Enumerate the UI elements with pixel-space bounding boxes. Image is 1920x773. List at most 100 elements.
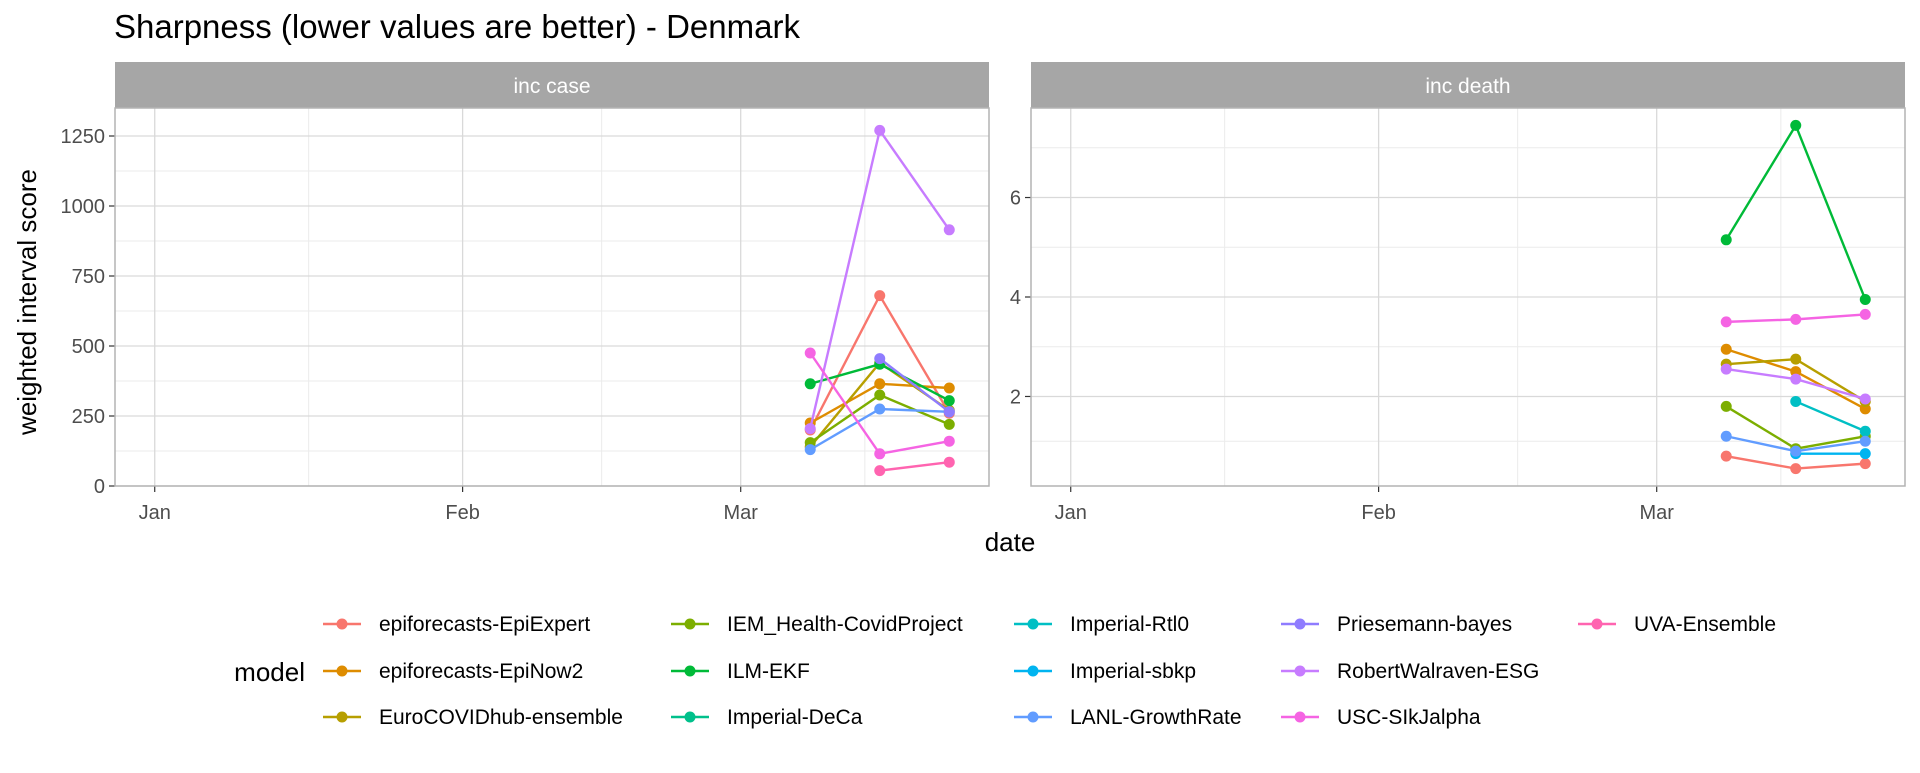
- facet-strip-label: inc death: [1425, 75, 1510, 98]
- data-point: [943, 395, 955, 407]
- legend-key-point: [1294, 711, 1306, 723]
- data-point: [1720, 343, 1732, 355]
- series-epiforecasts-EpiExpert: [1720, 450, 1871, 475]
- data-point: [1859, 293, 1871, 305]
- series-line: [879, 357, 951, 413]
- data-point: [1790, 119, 1802, 131]
- legend-label: ILM-EKF: [727, 660, 810, 683]
- legend-item: ILM-EKF: [671, 660, 810, 683]
- x-tick-label: Jan: [1055, 502, 1087, 524]
- legend-key-point: [1027, 618, 1039, 630]
- legend-label: Imperial-Rtl0: [1070, 613, 1189, 636]
- y-tick-label: 6: [1010, 188, 1021, 210]
- data-point: [1790, 445, 1802, 457]
- panel-border: [114, 107, 990, 487]
- series-Priesemann-bayes: [874, 353, 955, 418]
- series-line: [879, 461, 950, 472]
- data-point: [1859, 308, 1871, 320]
- data-point: [943, 406, 955, 418]
- legend-item: Imperial-DeCa: [671, 706, 863, 729]
- data-point: [943, 456, 955, 468]
- data-point: [943, 382, 955, 394]
- legend-item: Imperial-Rtl0: [1014, 613, 1189, 636]
- legend-item: EuroCOVIDhub-ensemble: [323, 706, 623, 729]
- data-point: [804, 444, 816, 456]
- series-ILM-EKF: [1720, 119, 1871, 305]
- panel-inc-case: inc case 0 250 500 750 1000 1250 Jan Feb Mar: [61, 62, 990, 524]
- data-point: [1720, 316, 1732, 328]
- plot-area: [115, 108, 989, 486]
- legend-label: epiforecasts-EpiNow2: [379, 660, 583, 683]
- legend-item: epiforecasts-EpiExpert: [323, 613, 590, 636]
- legend-key-point: [684, 618, 696, 630]
- legend-label: USC-SIkJalpha: [1337, 706, 1481, 729]
- data-point: [804, 347, 816, 359]
- series-line: [1795, 400, 1866, 433]
- data-point: [1859, 458, 1871, 470]
- legend-label: Imperial-sbkp: [1070, 660, 1196, 683]
- data-point: [874, 353, 886, 365]
- legend-key-point: [336, 665, 348, 677]
- legend-item: USC-SIkJalpha: [1281, 706, 1481, 729]
- data-point: [1859, 393, 1871, 405]
- data-point: [1859, 448, 1871, 460]
- data-point: [943, 224, 955, 236]
- y-tick-label: 0: [94, 476, 105, 498]
- panel-inc-death: inc death 2 4 6 Jan Feb Mar: [1010, 62, 1906, 524]
- y-tick-label: 1250: [61, 126, 106, 148]
- legend-key-point: [1027, 665, 1039, 677]
- x-tick-label: Mar: [1639, 502, 1674, 524]
- data-point: [874, 389, 886, 401]
- legend-key-point: [684, 711, 696, 723]
- data-point: [943, 435, 955, 447]
- y-tick-label: 250: [72, 406, 105, 428]
- data-point: [804, 378, 816, 390]
- data-point: [1859, 435, 1871, 447]
- legend-key-point: [1027, 711, 1039, 723]
- data-point: [804, 423, 816, 435]
- chart-title: Sharpness (lower values are better) - De…: [114, 8, 800, 45]
- data-point: [874, 448, 886, 460]
- legend-label: RobertWalraven-ESG: [1337, 660, 1539, 683]
- legend-label: EuroCOVIDhub-ensemble: [379, 706, 623, 729]
- y-tick-label: 1000: [61, 196, 106, 218]
- legend-label: Imperial-DeCa: [727, 706, 863, 729]
- series-RobertWalraven-ESG: [804, 124, 955, 435]
- legend-key-point: [1294, 665, 1306, 677]
- legend-item: epiforecasts-EpiNow2: [323, 660, 583, 683]
- data-point: [1720, 430, 1732, 442]
- x-tick-label: Mar: [723, 502, 758, 524]
- data-point: [1790, 373, 1802, 385]
- y-tick-label: 750: [72, 266, 105, 288]
- x-tick-label: Feb: [1361, 502, 1395, 524]
- legend-title: model: [234, 657, 305, 687]
- data-point: [1720, 363, 1732, 375]
- facet-strip: [115, 62, 989, 108]
- facet-strip: [1031, 62, 1905, 108]
- legend-key-point: [1294, 618, 1306, 630]
- data-point: [874, 465, 886, 477]
- legend-item: Priesemann-bayes: [1281, 613, 1512, 636]
- series-USC-SIkJalpha: [1720, 308, 1871, 328]
- panel-border: [1030, 107, 1906, 487]
- facet-strip-label: inc case: [513, 75, 590, 98]
- legend-key-point: [1591, 618, 1603, 630]
- legend-item: LANL-GrowthRate: [1014, 706, 1242, 729]
- legend-key-point: [684, 665, 696, 677]
- y-tick-label: 2: [1010, 386, 1021, 408]
- data-point: [874, 378, 886, 390]
- legend-label: UVA-Ensemble: [1634, 613, 1776, 636]
- x-axis-label: date: [985, 527, 1036, 557]
- series-Imperial-Rtl0: [1790, 395, 1871, 437]
- data-point: [1720, 400, 1732, 412]
- data-point: [874, 124, 886, 136]
- y-axis-label: weighted interval score: [12, 169, 42, 436]
- data-point: [1790, 395, 1802, 407]
- data-point: [1790, 463, 1802, 475]
- legend-item: IEM_Health-CovidProject: [671, 613, 963, 636]
- legend-item: RobertWalraven-ESG: [1281, 660, 1539, 683]
- y-tick-label: 4: [1010, 287, 1021, 309]
- x-tick-label: Feb: [445, 502, 479, 524]
